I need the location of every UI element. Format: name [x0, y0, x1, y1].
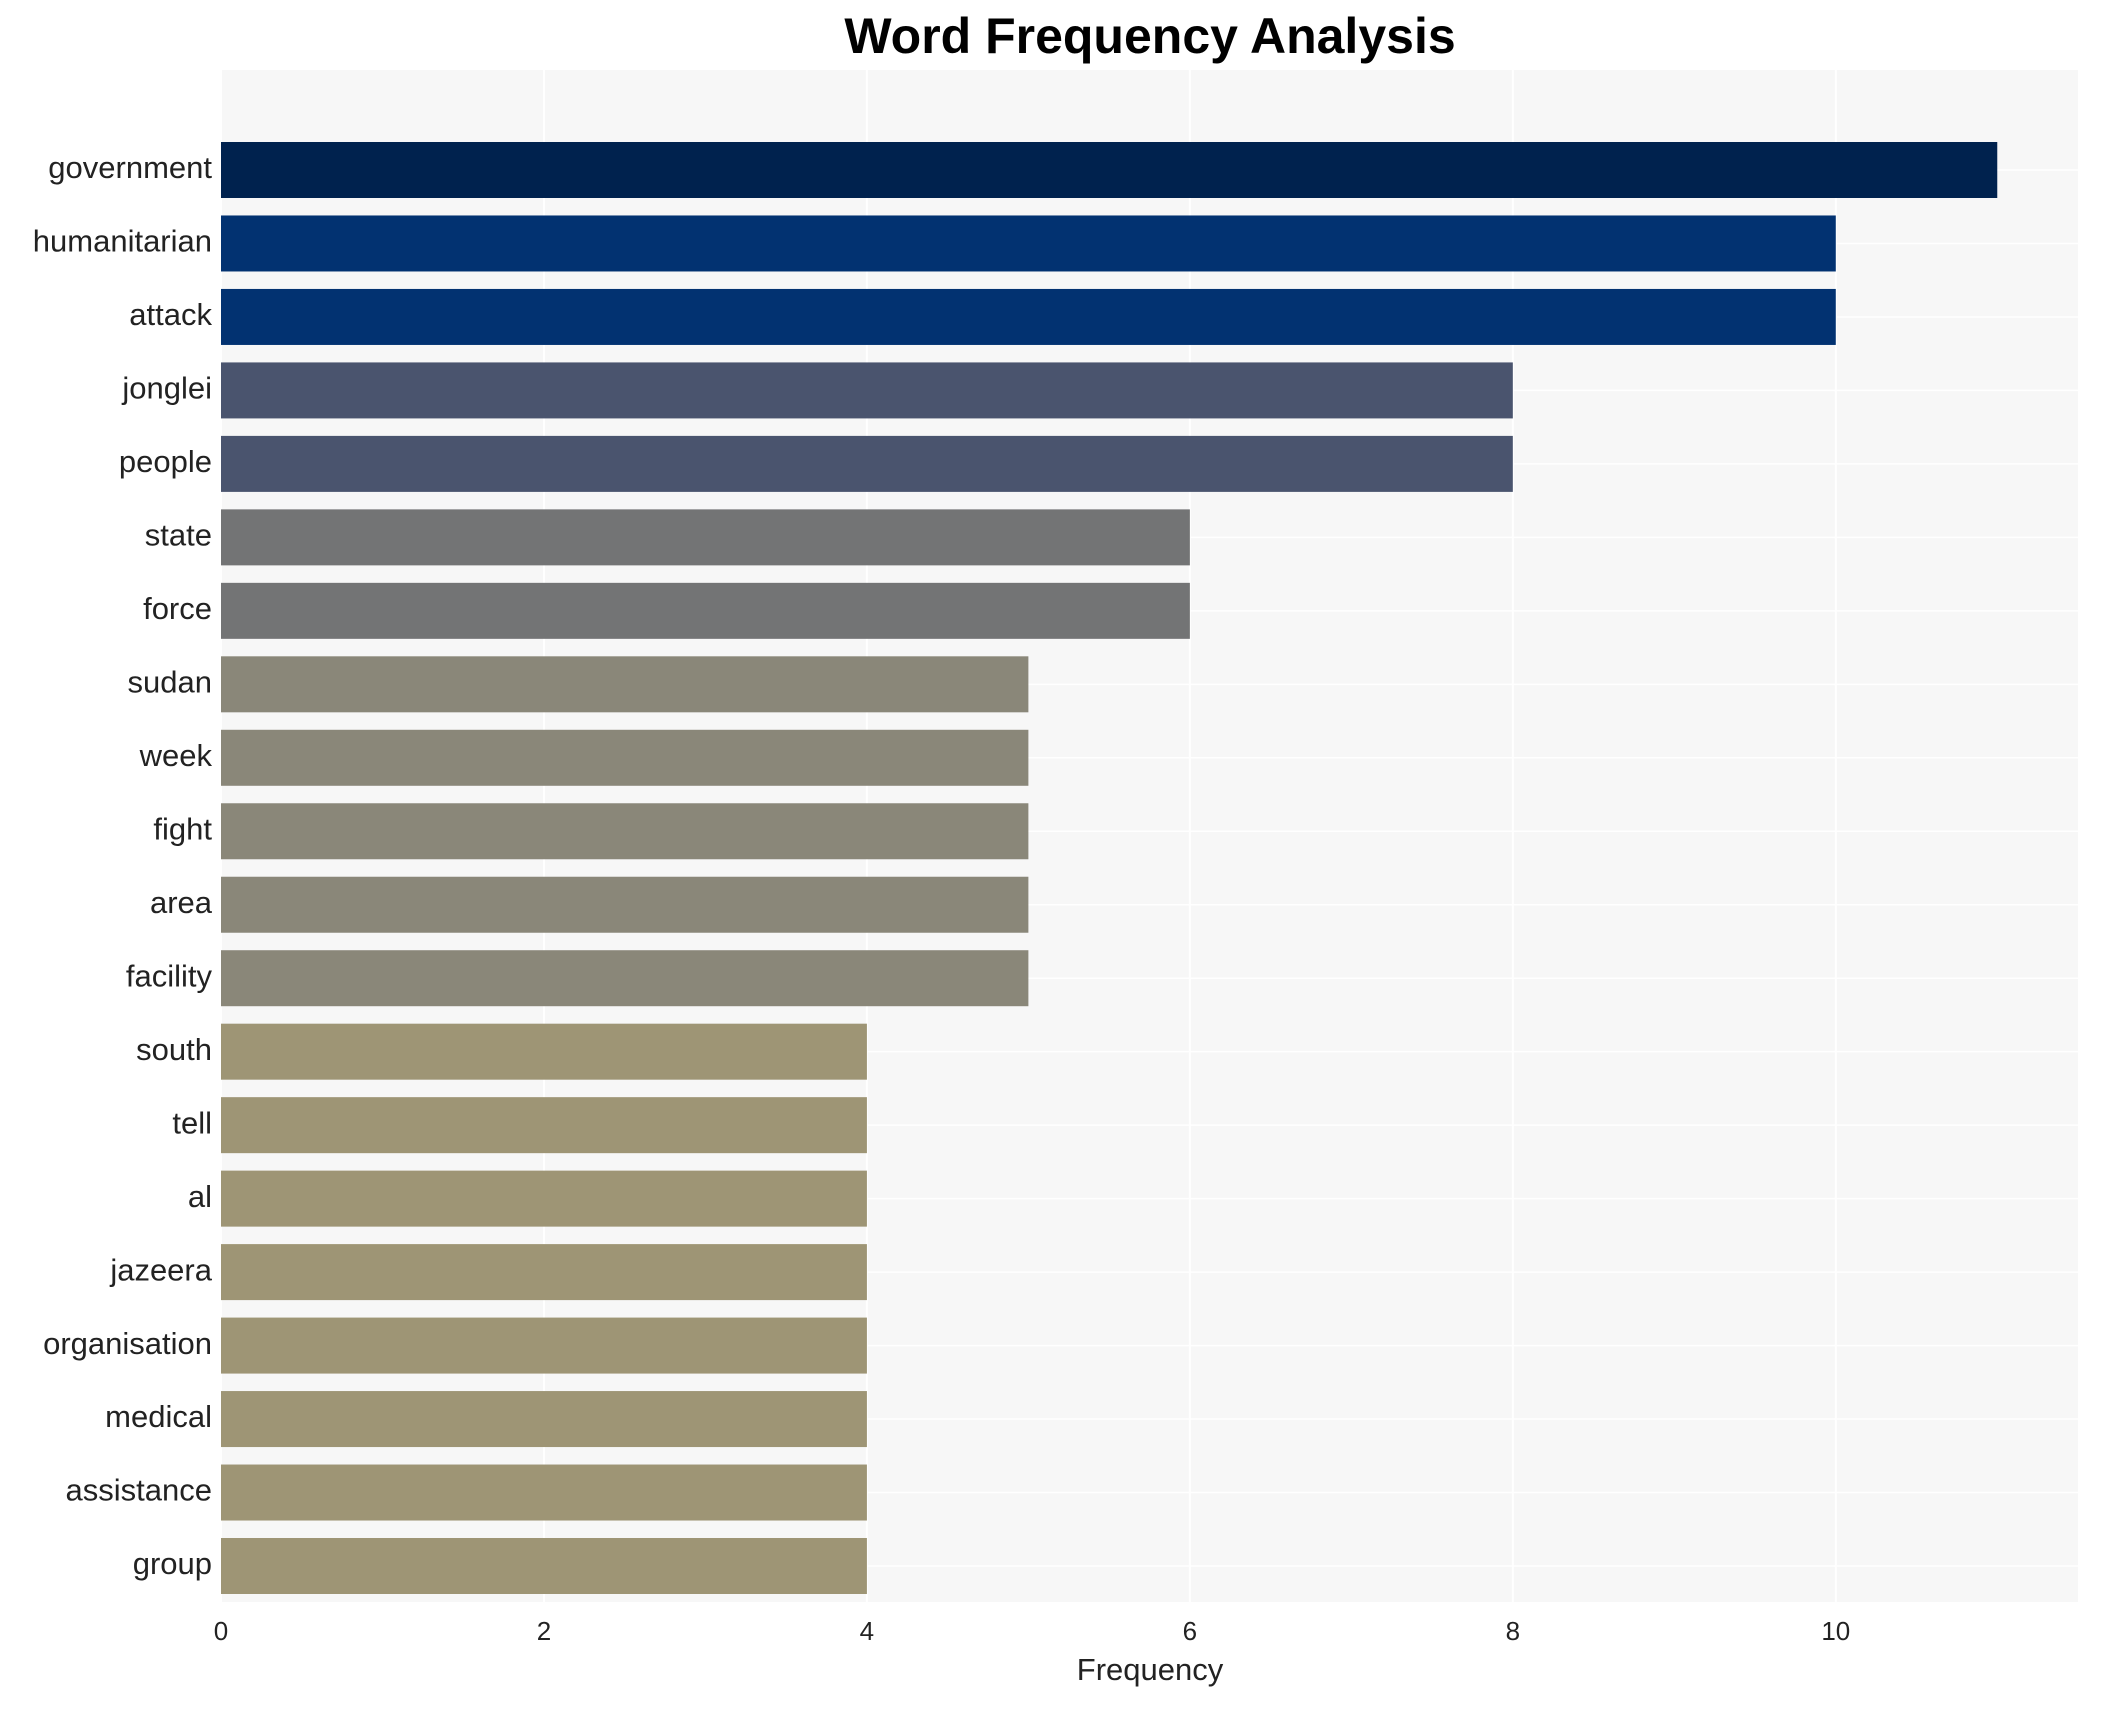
y-tick-label: jonglei [121, 371, 212, 406]
y-tick-label: organisation [43, 1326, 212, 1361]
y-tick-label: sudan [128, 665, 212, 700]
x-tick-label: 2 [537, 1616, 551, 1646]
bar [221, 1464, 867, 1521]
y-tick-label: tell [172, 1105, 212, 1140]
x-tick-label: 8 [1506, 1616, 1520, 1646]
bar [221, 288, 1836, 345]
y-tick-label: state [145, 518, 212, 553]
bar [221, 1097, 867, 1154]
x-tick-label: 10 [1821, 1616, 1850, 1646]
bar [221, 1170, 867, 1227]
y-tick-label: fight [153, 811, 212, 846]
y-tick-label: jazeera [109, 1252, 212, 1287]
bar [221, 656, 1029, 713]
x-axis-label: Frequency [1077, 1652, 1224, 1687]
y-tick-label: week [139, 738, 213, 773]
bar [221, 509, 1190, 566]
bar [221, 1317, 867, 1374]
bar [221, 142, 1998, 198]
bar [221, 435, 1513, 492]
y-tick-label: medical [105, 1399, 212, 1434]
y-tick-label: force [143, 591, 212, 626]
chart-title: Word Frequency Analysis [844, 8, 1455, 64]
bar [221, 876, 1029, 933]
bar [221, 1244, 867, 1301]
y-tick-label: group [133, 1546, 212, 1581]
bar [221, 1391, 867, 1448]
bar [221, 362, 1513, 419]
y-tick-label: area [150, 885, 213, 920]
y-tick-label: al [188, 1179, 212, 1214]
y-tick-label: south [136, 1032, 212, 1067]
bar [221, 582, 1190, 639]
x-tick-label: 4 [860, 1616, 874, 1646]
bar [221, 950, 1029, 1007]
y-tick-label: facility [126, 958, 213, 993]
bar [221, 215, 1836, 272]
y-tick-label: government [48, 150, 212, 185]
y-tick-label: attack [129, 297, 212, 332]
y-tick-label: people [119, 444, 212, 479]
bar [221, 729, 1029, 786]
y-tick-label: humanitarian [33, 224, 212, 259]
y-tick-label: assistance [66, 1473, 212, 1508]
bar [221, 803, 1029, 860]
x-tick-label: 6 [1183, 1616, 1197, 1646]
bar [221, 1023, 867, 1080]
x-tick-label: 0 [214, 1616, 228, 1646]
bar [221, 1538, 867, 1594]
